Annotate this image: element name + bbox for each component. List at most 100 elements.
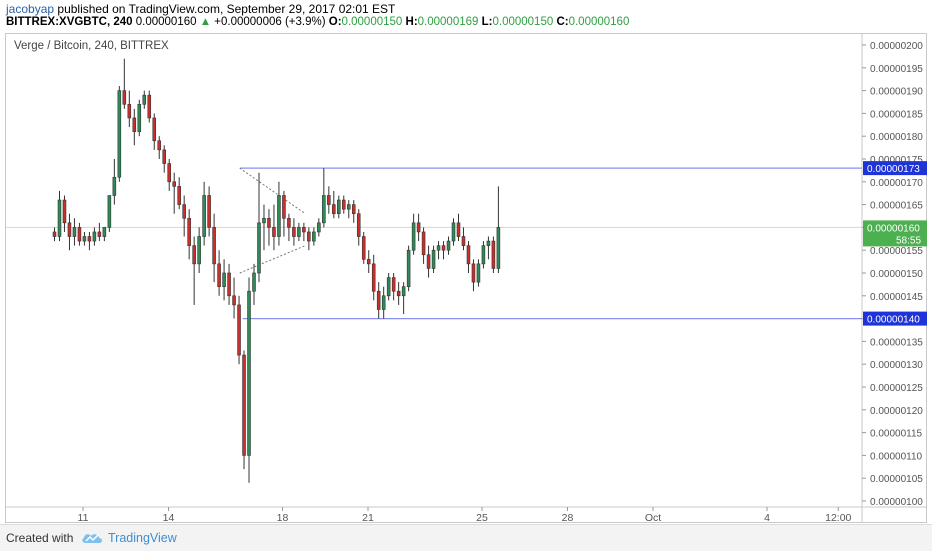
candle-body xyxy=(381,295,386,310)
candle-body xyxy=(272,227,276,237)
y-tick-label: 0.00000195 xyxy=(870,64,923,75)
candle-body xyxy=(297,227,301,237)
candle-body xyxy=(122,90,127,105)
triangle-lower-line xyxy=(239,245,306,274)
candle-body xyxy=(102,227,107,237)
candle-body xyxy=(172,181,176,187)
level-price-tag xyxy=(863,311,927,326)
y-tick-label: 0.00000105 xyxy=(870,474,923,485)
open-label: O: xyxy=(328,16,342,28)
candle-body xyxy=(391,277,396,292)
candle-body xyxy=(476,263,481,283)
candle-body xyxy=(52,231,57,237)
open-value: 0.00000150 xyxy=(341,16,403,28)
x-tick-label: 28 xyxy=(562,512,574,524)
candle-body xyxy=(496,227,501,269)
candle-body xyxy=(481,245,486,265)
footer-bar: Created with TradingView xyxy=(0,524,932,551)
y-tick-label: 0.00000115 xyxy=(870,429,923,440)
y-tick-label: 0.00000165 xyxy=(870,201,923,212)
candle-body xyxy=(142,94,147,105)
candle-body xyxy=(307,231,311,242)
candle-body xyxy=(117,90,122,178)
candle-body xyxy=(137,103,142,132)
candle-body xyxy=(77,227,82,242)
x-tick-label: 4 xyxy=(764,512,770,524)
candle-body xyxy=(92,231,97,242)
author-link[interactable]: jacobyap xyxy=(6,2,55,16)
candle-body xyxy=(396,290,401,297)
candle-body xyxy=(456,222,461,237)
candle-body xyxy=(167,163,171,183)
bar-countdown-label: 58:55 xyxy=(896,235,921,246)
candle-body xyxy=(277,195,281,237)
candle-body xyxy=(147,94,152,119)
candle-body xyxy=(332,204,336,215)
candle-body xyxy=(192,245,196,265)
candle-body xyxy=(57,199,62,237)
candle-body xyxy=(237,304,241,356)
candle-body xyxy=(361,236,366,260)
candle-body xyxy=(411,222,416,251)
y-tick-label: 0.00000130 xyxy=(870,360,923,371)
low-value: 0.00000150 xyxy=(492,16,554,28)
candle-body xyxy=(87,236,92,242)
candle-body xyxy=(436,245,441,251)
tradingview-brand[interactable]: TradingView xyxy=(108,531,177,545)
y-tick-label: 0.00000185 xyxy=(870,109,923,120)
y-tick-label: 0.00000125 xyxy=(870,383,923,394)
candle-body xyxy=(177,186,181,205)
published-text: published on TradingView.com, September … xyxy=(57,2,396,16)
candle-body xyxy=(227,272,231,297)
candle-body xyxy=(486,240,491,246)
x-tick-label: 14 xyxy=(163,512,175,524)
candle-body xyxy=(451,222,456,242)
candle-body xyxy=(386,277,391,297)
candle-body xyxy=(132,117,137,132)
candle-body xyxy=(67,222,72,237)
candle-body xyxy=(82,236,87,242)
candle-body xyxy=(292,227,296,237)
change-arrow: ▲ xyxy=(199,16,212,28)
candle-body xyxy=(342,199,346,210)
candle-body xyxy=(356,213,361,237)
publish-info: jacobyap published on TradingView.com, S… xyxy=(6,2,395,16)
level-price-label: 0.00000173 xyxy=(867,164,920,175)
candle-body xyxy=(282,195,286,219)
candle-body xyxy=(426,254,431,269)
candle-body xyxy=(351,204,356,215)
symbol-label: BITTREX:XVGBTC, 240 xyxy=(6,16,133,28)
high-label: H: xyxy=(405,16,418,28)
y-tick-label: 0.00000200 xyxy=(870,41,923,52)
level-price-label: 0.00000140 xyxy=(867,315,920,326)
high-value: 0.00000169 xyxy=(417,16,479,28)
close-value: 0.00000160 xyxy=(568,16,630,28)
candle-body xyxy=(421,231,426,256)
candle-body xyxy=(62,199,67,224)
candle-body xyxy=(327,195,331,205)
low-label: L: xyxy=(481,16,493,28)
x-tick-label: 18 xyxy=(277,512,289,524)
candle-body xyxy=(491,240,496,269)
candle-body xyxy=(112,176,117,196)
candle-body xyxy=(212,227,216,265)
candle-body xyxy=(182,204,186,219)
chart-frame[interactable] xyxy=(5,33,927,523)
ohlc-legend: BITTREX:XVGBTC, 240 0.00000160 ▲ +0.0000… xyxy=(6,16,629,28)
y-tick-label: 0.00000110 xyxy=(870,451,923,462)
candle-body xyxy=(187,217,191,246)
candle-body xyxy=(401,286,406,297)
candle-body xyxy=(376,290,381,310)
candle-body xyxy=(72,227,77,237)
candle-body xyxy=(247,290,251,456)
candle-body xyxy=(97,231,102,237)
candle-body xyxy=(441,245,446,251)
y-tick-label: 0.00000145 xyxy=(870,292,923,303)
y-tick-label: 0.00000170 xyxy=(870,178,923,189)
close-label: C: xyxy=(556,16,569,28)
tradingview-cloud-icon[interactable] xyxy=(80,530,104,551)
price-chart[interactable]: 0.00000100 0.00000105 0.00000110 0.00000115… xyxy=(0,0,932,524)
y-tick-label: 0.00000175 xyxy=(870,155,923,166)
last-price-tag xyxy=(863,220,927,247)
candle-body xyxy=(262,217,266,224)
